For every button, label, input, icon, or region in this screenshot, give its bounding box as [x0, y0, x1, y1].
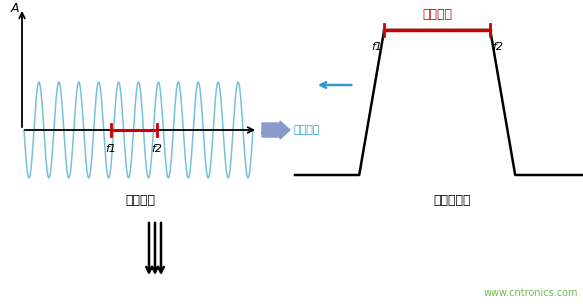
- Text: 工作频段: 工作频段: [422, 9, 452, 21]
- Text: f1: f1: [106, 144, 117, 154]
- Text: 滤波器响应: 滤波器响应: [434, 193, 471, 207]
- Text: f2: f2: [492, 42, 503, 52]
- FancyArrow shape: [262, 121, 290, 139]
- Text: A: A: [10, 2, 19, 14]
- Text: F: F: [261, 125, 268, 137]
- Text: www.cntronics.com: www.cntronics.com: [483, 288, 578, 298]
- Text: 抑制频段: 抑制频段: [294, 125, 321, 135]
- Text: f1: f1: [371, 42, 382, 52]
- Text: f2: f2: [152, 144, 162, 154]
- Text: 原始信号: 原始信号: [125, 193, 155, 207]
